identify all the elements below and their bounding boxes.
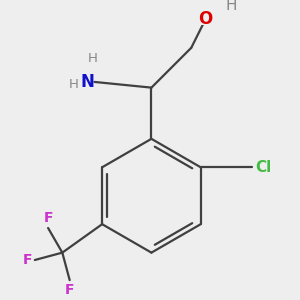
Text: F: F — [43, 211, 53, 225]
Text: N: N — [81, 73, 94, 91]
Text: H: H — [88, 52, 98, 65]
Text: F: F — [65, 283, 74, 297]
Text: F: F — [22, 253, 32, 267]
Text: O: O — [198, 10, 213, 28]
Text: H: H — [225, 0, 237, 13]
Text: H: H — [69, 78, 79, 91]
Text: Cl: Cl — [255, 160, 271, 175]
